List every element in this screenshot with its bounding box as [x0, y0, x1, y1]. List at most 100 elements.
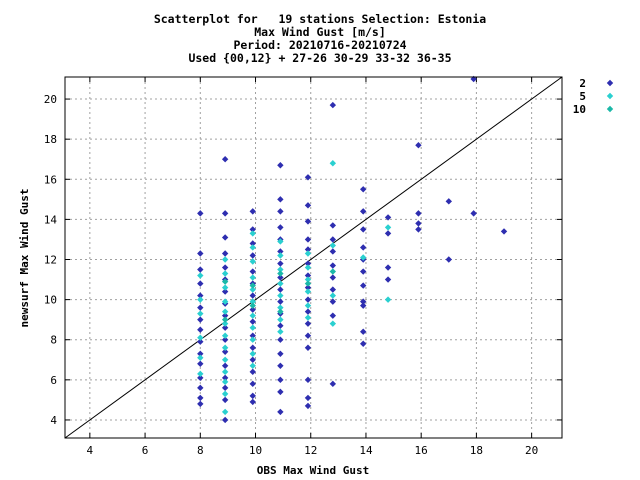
data-point-series-2	[329, 101, 337, 109]
data-point-series-5	[329, 292, 337, 299]
data-point-series-2	[221, 210, 229, 217]
data-point-series-5	[221, 344, 229, 351]
grid-lines	[65, 77, 562, 438]
data-point-series-5	[277, 252, 284, 259]
legend-marker-10	[606, 105, 614, 113]
data-point-series-2	[304, 236, 312, 243]
data-point-series-5	[304, 276, 312, 283]
data-point-series-5	[384, 224, 392, 231]
data-point-series-5	[249, 336, 256, 343]
data-point-series-5	[197, 370, 204, 378]
data-point-series-10	[249, 282, 256, 289]
data-point-series-10	[329, 268, 337, 275]
data-point-series-2	[360, 226, 367, 233]
y-tick-label: 18	[44, 133, 57, 146]
data-point-series-2	[197, 250, 204, 257]
data-point-series-2	[277, 322, 284, 329]
data-point-series-2	[360, 268, 367, 275]
data-point-series-2	[249, 344, 256, 351]
data-point-series-2	[221, 250, 229, 257]
data-point-series-5	[277, 304, 284, 311]
data-point-series-2	[329, 236, 337, 243]
data-point-series-2	[277, 336, 284, 343]
data-point-series-2	[329, 222, 337, 229]
data-point-series-5	[277, 238, 284, 245]
data-point-series-2	[197, 400, 204, 408]
data-point-series-5	[197, 310, 204, 317]
data-point-series-2	[360, 208, 367, 215]
y-tick-label: 10	[44, 294, 57, 307]
data-point-series-10	[221, 278, 229, 285]
data-point-series-2	[304, 402, 312, 410]
legend-label-10: 10	[573, 103, 586, 116]
x-tick-label: 14	[359, 444, 373, 457]
y-tick-label: 16	[44, 173, 57, 186]
chart-title-line-1: Scatterplot for 19 stations Selection: E…	[153, 12, 487, 26]
data-point-series-2	[221, 234, 229, 241]
x-tick-label: 18	[470, 444, 483, 457]
data-point-series-2	[329, 274, 337, 281]
data-point-series-2	[277, 196, 284, 203]
data-point-series-2	[249, 208, 256, 215]
data-point-series-2	[415, 210, 422, 217]
data-point-series-10	[277, 270, 284, 277]
x-tick-label: 10	[249, 444, 262, 457]
data-point-series-5	[221, 408, 229, 416]
data-point-series-5	[304, 314, 312, 321]
data-point-series-5	[249, 362, 256, 369]
data-point-series-2	[277, 376, 284, 384]
data-point-series-2	[304, 308, 312, 315]
data-point-series-2	[249, 226, 256, 233]
data-point-series-2	[277, 248, 284, 255]
data-point-series-2	[249, 252, 256, 259]
data-point-series-2	[277, 224, 284, 231]
data-point-series-2	[304, 218, 312, 225]
data-point-series-2	[500, 228, 508, 235]
data-point-series-2	[304, 284, 312, 291]
data-point-series-5	[277, 292, 284, 299]
data-point-series-2	[249, 356, 256, 363]
data-point-series-10	[221, 316, 229, 323]
data-point-series-2	[197, 316, 204, 323]
legend-label-2: 2	[579, 77, 586, 90]
data-point-series-2	[304, 272, 312, 279]
data-point-series-2	[197, 326, 204, 333]
data-point-series-2	[221, 324, 229, 331]
data-point-series-2	[329, 248, 337, 255]
data-point-series-5	[277, 280, 284, 287]
data-point-series-5	[384, 296, 392, 303]
data-point-series-2	[221, 416, 229, 424]
data-point-series-5	[221, 284, 229, 291]
data-point-series-2	[197, 360, 204, 367]
x-tick-label: 12	[304, 444, 317, 457]
data-point-series-2	[249, 268, 256, 275]
data-point-series-2	[304, 394, 312, 402]
data-point-series-2	[329, 286, 337, 293]
data-point-series-2	[360, 328, 367, 335]
x-tick-label: 20	[525, 444, 538, 457]
data-point-series-5	[277, 316, 284, 323]
data-point-series-5	[249, 230, 256, 237]
data-point-series-2	[197, 350, 204, 357]
data-point-series-2	[221, 312, 229, 319]
data-point-series-2	[277, 350, 284, 357]
data-point-series-2	[304, 260, 312, 267]
data-point-series-5	[197, 272, 204, 279]
data-point-series-2	[249, 318, 256, 325]
data-point-series-2	[197, 210, 204, 217]
legend-marker-5	[606, 92, 614, 100]
data-point-series-2	[329, 298, 337, 305]
data-point-series-2	[249, 368, 256, 376]
data-point-series-2	[249, 392, 256, 400]
chart-title-line-3: Period: 20210716-20210724	[233, 38, 407, 52]
diagonal-line	[64, 76, 563, 439]
data-point-series-5	[221, 332, 229, 339]
data-point-series-2	[197, 384, 204, 392]
data-point-series-2	[304, 344, 312, 351]
data-point-series-2	[197, 280, 204, 287]
data-point-series-2	[221, 362, 229, 369]
data-point-series-2	[277, 298, 284, 305]
data-point-series-5	[304, 288, 312, 295]
data-point-series-2	[277, 286, 284, 293]
